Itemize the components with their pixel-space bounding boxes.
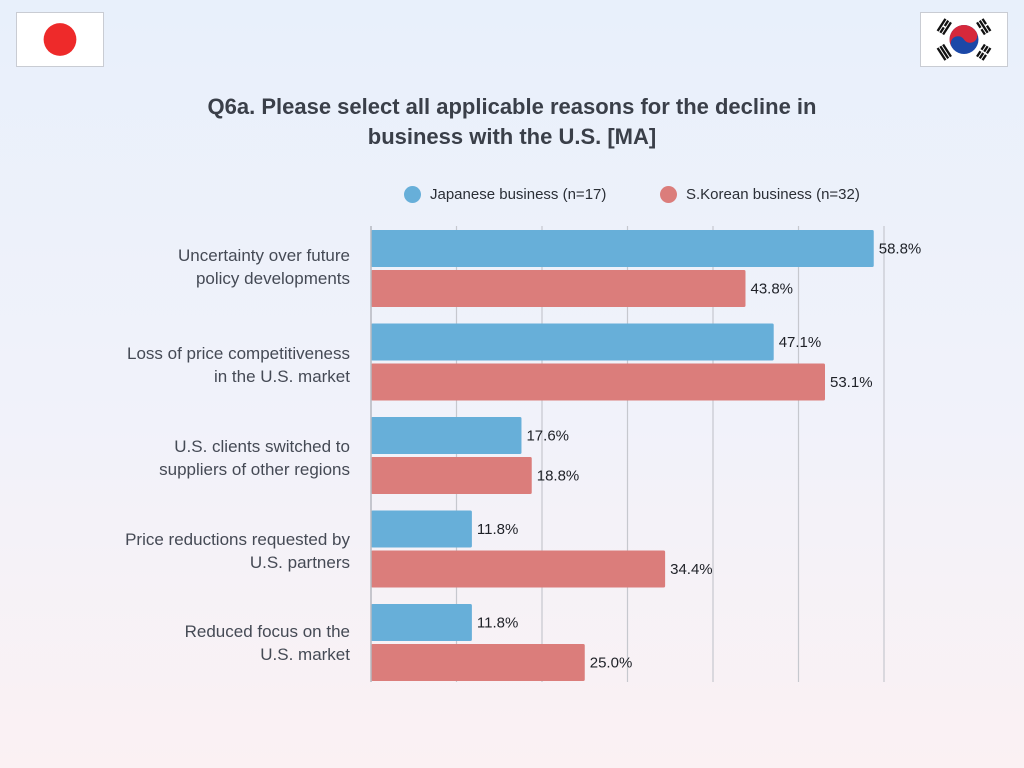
legend-swatch-japanese [404,186,421,203]
category-label-line: U.S. partners [249,553,350,572]
category-label-line: Uncertainty over future [178,246,350,265]
category-label-line: Loss of price competitiveness [127,344,350,363]
legend-item-japanese: Japanese business (n=17) [404,186,606,203]
data-label: 25.0% [590,655,633,672]
bar [371,644,585,681]
category-label: U.S. clients switched to suppliers of ot… [30,435,350,481]
data-label: 18.8% [537,468,580,485]
data-label: 53.1% [830,374,873,391]
legend-label-japanese: Japanese business (n=17) [430,186,607,203]
chart-legend: Japanese business (n=17) S.Korean busine… [0,186,1024,210]
bar [371,510,472,548]
legend-swatch-korean [660,186,677,203]
legend-item-korean: S.Korean business (n=32) [660,186,860,203]
category-label: Loss of price competitiveness in the U.S… [30,342,350,388]
category-label: Reduced focus on the U.S. market [30,620,350,666]
category-label: Uncertainty over future policy developme… [30,244,350,290]
data-label: 43.8% [750,281,793,298]
data-label: 58.8% [879,241,922,258]
legend-label-korean: S.Korean business (n=32) [686,186,860,203]
data-label: 47.1% [779,334,822,351]
data-label: 34.4% [670,561,713,578]
category-label-line: U.S. market [260,645,350,664]
bar [371,323,774,361]
chart-title: Q6a. Please select all applicable reason… [0,92,1024,152]
data-label: 11.8% [477,615,518,632]
bar [371,363,826,401]
bar [371,230,874,267]
category-label-line: U.S. clients switched to [174,437,350,456]
category-label-line: policy developments [195,269,350,288]
bar [371,270,746,307]
data-label: 17.6% [526,428,569,445]
data-label: 11.8% [477,521,518,538]
category-label-line: in the U.S. market [213,367,350,386]
category-label-line: Price reductions requested by [125,530,350,549]
bar [371,550,666,588]
chart-title-line-1: Q6a. Please select all applicable reason… [207,94,817,119]
category-label: Price reductions requested by U.S. partn… [30,528,350,574]
category-label-line: suppliers of other regions [159,460,350,479]
south-korea-flag-icon [920,12,1008,67]
bar [371,417,522,454]
bar [371,457,532,494]
japan-flag-icon [16,12,104,67]
chart-title-line-2: business with the U.S. [MA] [367,124,657,149]
category-label-line: Reduced focus on the [184,622,350,641]
bar [371,604,472,641]
